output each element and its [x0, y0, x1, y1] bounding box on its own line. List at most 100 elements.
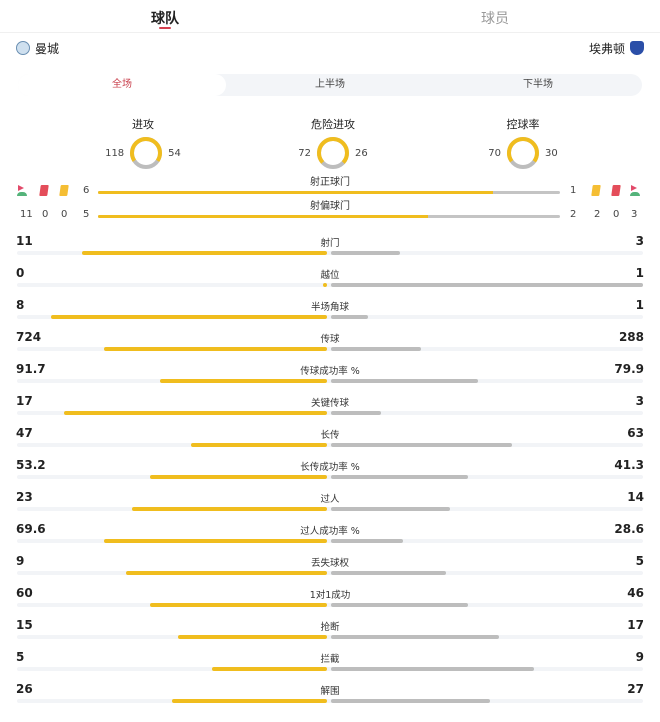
stat-away-value: 9 — [635, 650, 644, 664]
stats-list: 11 射门 3 0 越位 1 8 半场角球 1 724 传球 288 91.7 … — [0, 228, 660, 708]
stat-away-bar — [331, 603, 469, 607]
stat-home-bar — [51, 315, 327, 319]
stat-home-bar — [63, 411, 327, 415]
donut-away-value: 26 — [355, 147, 368, 159]
stat-name: 丢失球权 — [310, 558, 349, 569]
stat-row: 23 过人 14 — [0, 484, 660, 516]
stat-row: 53.2 长传成功率 % 41.3 — [0, 452, 660, 484]
stat-name: 越位 — [320, 270, 340, 281]
donut-title: 进攻 — [132, 118, 154, 131]
stat-away-value: 28.6 — [614, 522, 644, 536]
stat-away-bar — [331, 315, 369, 319]
stat-away-value: 63 — [627, 426, 644, 440]
period-second-half[interactable]: 下半场 — [523, 79, 553, 90]
stat-home-bar — [125, 571, 327, 575]
stat-away-value: 3 — [635, 234, 644, 248]
home-red-cards: 0 — [42, 209, 49, 220]
donut-home-value: 70 — [488, 147, 501, 159]
donut-stat: 控球率 70 30 — [458, 116, 588, 171]
stat-home-bar — [178, 635, 327, 639]
stat-row: 9 丢失球权 5 — [0, 548, 660, 580]
stat-home-bar — [103, 539, 327, 543]
stat-name: 过人成功率 % — [300, 526, 360, 537]
stat-away-value: 5 — [635, 554, 644, 568]
home-crest-icon — [16, 41, 30, 55]
stat-away-bar — [331, 635, 500, 639]
stat-track — [17, 699, 643, 703]
stat-home-bar — [323, 283, 327, 287]
stat-away-value: 79.9 — [614, 362, 644, 376]
donut-stat: 进攻 118 54 — [78, 116, 208, 171]
period-full[interactable]: 全场 — [18, 74, 226, 96]
donut-home-arc — [507, 137, 539, 169]
stat-name: 抢断 — [320, 622, 340, 633]
stat-home-bar — [212, 667, 327, 671]
stat-away-bar — [331, 699, 491, 703]
away-red-cards: 0 — [613, 209, 620, 220]
stat-row: 11 射门 3 — [0, 228, 660, 260]
stat-name: 传球 — [320, 334, 340, 345]
home-team-name: 曼城 — [35, 41, 60, 56]
stat-name: 解围 — [320, 686, 340, 697]
stat-away-bar — [331, 571, 447, 575]
away-crest-icon — [630, 41, 644, 55]
donut-home-value: 72 — [298, 147, 311, 159]
shot-bar-row: 射正球门 6 1 — [0, 177, 660, 201]
stat-home-bar — [190, 443, 327, 447]
corner-flag-icon — [630, 185, 640, 196]
stat-away-bar — [331, 475, 469, 479]
stat-track — [17, 443, 643, 447]
stat-away-bar — [331, 283, 643, 287]
period-first-half[interactable]: 上半场 — [315, 79, 345, 90]
stat-row: 26 解围 27 — [0, 676, 660, 708]
stat-name: 关键传球 — [310, 398, 349, 409]
stat-away-bar — [331, 411, 381, 415]
stat-row: 17 关键传球 3 — [0, 388, 660, 420]
donut-chart — [507, 137, 539, 169]
stat-home-value: 91.7 — [16, 362, 46, 376]
donut-title: 危险进攻 — [311, 118, 355, 131]
stat-name: 过人 — [320, 494, 340, 505]
stat-home-value: 0 — [16, 266, 25, 280]
stat-track — [17, 315, 643, 319]
stat-row: 91.7 传球成功率 % 79.9 — [0, 356, 660, 388]
stat-row: 15 抢断 17 — [0, 612, 660, 644]
away-yellow-cards: 2 — [594, 209, 601, 220]
stat-home-value: 17 — [16, 394, 33, 408]
donut-title: 控球率 — [506, 118, 540, 131]
stat-home-value: 9 — [16, 554, 25, 568]
stat-name: 半场角球 — [310, 302, 349, 313]
stat-name: 传球成功率 % — [300, 366, 360, 377]
period-selector: 全场 上半场 下半场 — [18, 74, 642, 96]
tab-players[interactable]: 球员 — [481, 11, 509, 27]
stat-away-value: 17 — [627, 618, 644, 632]
shot-bar-home-value: 5 — [83, 209, 90, 220]
stat-track — [17, 475, 643, 479]
stat-name: 拦截 — [320, 654, 340, 665]
tab-team[interactable]: 球队 — [0, 0, 330, 32]
shot-bar-label: 射正球门 — [310, 177, 350, 188]
teams-header: 曼城 埃弗顿 — [0, 33, 660, 63]
stat-row: 0 越位 1 — [0, 260, 660, 292]
stat-away-value: 1 — [635, 298, 644, 312]
stat-home-bar — [159, 379, 327, 383]
stat-track — [17, 507, 643, 511]
stat-home-bar — [172, 699, 327, 703]
donut-away-value: 54 — [168, 147, 181, 159]
shot-bar-fill — [98, 191, 493, 194]
stat-home-value: 5 — [16, 650, 25, 664]
stat-row: 724 传球 288 — [0, 324, 660, 356]
stat-row: 5 拦截 9 — [0, 644, 660, 676]
donut-stats: 进攻 118 54 危险进攻 72 26 控球率 70 30 — [0, 116, 660, 171]
home-corners: 11 — [20, 209, 33, 220]
stat-name: 1对1成功 — [309, 590, 351, 601]
shot-bar-away-value: 2 — [570, 209, 577, 220]
stat-away-value: 1 — [635, 266, 644, 280]
stat-home-bar — [82, 251, 327, 255]
shot-bar-track — [98, 215, 560, 218]
stat-away-bar — [331, 347, 422, 351]
stat-home-value: 69.6 — [16, 522, 46, 536]
stat-row: 60 1对1成功 46 — [0, 580, 660, 612]
stat-away-value: 41.3 — [614, 458, 644, 472]
stat-home-value: 724 — [16, 330, 42, 344]
